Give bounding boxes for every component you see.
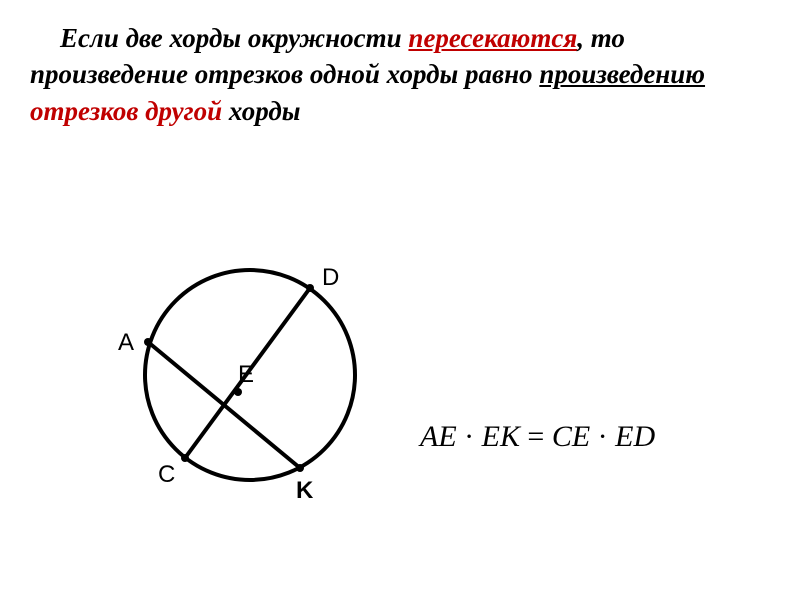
theorem-part-3: произведению — [539, 59, 705, 89]
formula-term-1: · — [464, 420, 474, 453]
theorem-part-0: Если две хорды окружности — [60, 23, 408, 53]
formula: AE · EК = CE · ED — [420, 420, 655, 454]
point-e — [234, 388, 242, 396]
point-d — [306, 284, 314, 292]
formula-term-5: · — [598, 420, 608, 453]
label-a: A — [118, 329, 134, 356]
theorem-statement: Если две хорды окружности пересекаются, … — [30, 20, 770, 129]
formula-term-4: CE — [552, 420, 590, 453]
theorem-part-4: отрезков другой — [30, 96, 222, 126]
theorem-part-1: пересекаются — [408, 23, 577, 53]
formula-term-3: = — [527, 420, 544, 453]
theorem-part-5: хорды — [222, 96, 300, 126]
formula-term-0: AE — [420, 420, 457, 453]
label-d: D — [322, 264, 339, 291]
point-k — [296, 464, 304, 472]
label-c: C — [158, 461, 175, 488]
label-e: E — [238, 361, 254, 388]
formula-term-2: EК — [482, 420, 520, 453]
point-a — [144, 338, 152, 346]
point-c — [181, 454, 189, 462]
formula-term-6: ED — [615, 420, 655, 453]
label-k: K — [296, 477, 314, 504]
chord-diagram: A D K C E — [100, 230, 400, 530]
